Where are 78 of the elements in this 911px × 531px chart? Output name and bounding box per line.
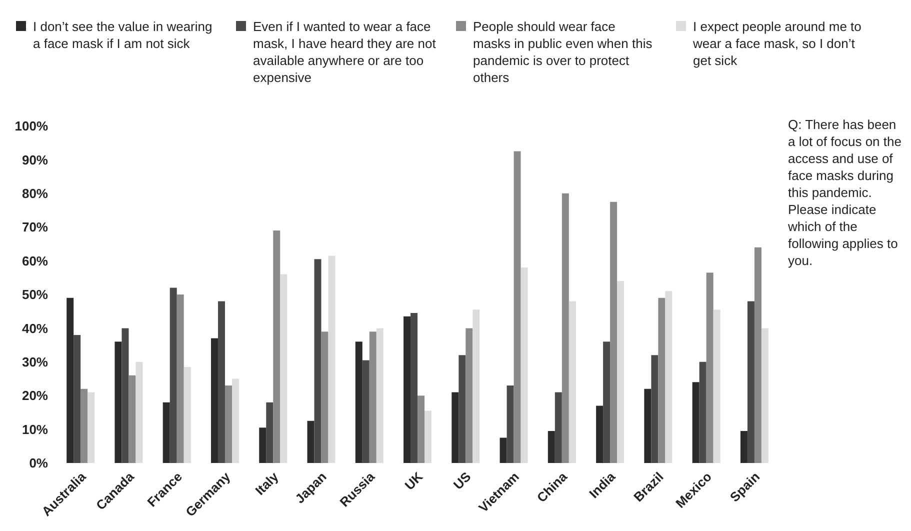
bar <box>500 438 507 463</box>
bar <box>369 332 376 463</box>
legend-label: I don’t see the value in wearing a face mask if I am not sick <box>33 18 214 52</box>
bar <box>328 256 336 463</box>
bar <box>170 288 177 463</box>
bar <box>562 193 569 463</box>
bar <box>658 298 666 463</box>
bar <box>458 355 466 463</box>
y-tick-label: 70% <box>22 220 48 235</box>
bar <box>596 406 604 463</box>
bar <box>699 362 706 463</box>
bar <box>314 259 322 463</box>
bar <box>740 430 748 463</box>
x-tick-label: US <box>450 468 474 492</box>
bar <box>548 430 555 463</box>
bar <box>692 382 700 463</box>
bar <box>554 392 562 463</box>
bar <box>603 342 610 463</box>
y-tick-label: 10% <box>22 422 48 437</box>
bar <box>514 151 521 463</box>
bar <box>74 334 81 463</box>
bar <box>713 310 720 463</box>
bar <box>122 328 129 463</box>
bar <box>66 298 74 463</box>
bar <box>355 342 362 463</box>
bar <box>418 396 425 463</box>
y-tick-label: 60% <box>22 253 48 268</box>
bar <box>218 301 225 463</box>
bar <box>452 392 459 463</box>
bar <box>266 402 274 463</box>
bar <box>610 202 618 463</box>
bar <box>466 328 473 463</box>
bar <box>747 301 754 463</box>
bar <box>404 316 411 463</box>
bar <box>280 274 288 463</box>
bar <box>162 402 170 463</box>
bar <box>706 272 714 463</box>
bar <box>321 332 328 463</box>
bar <box>128 375 136 463</box>
y-tick-label: 100% <box>14 118 48 134</box>
bar <box>210 338 218 463</box>
y-tick-label: 0% <box>29 456 48 471</box>
bar <box>376 328 384 463</box>
bar <box>424 410 432 463</box>
bar <box>224 385 232 463</box>
bar <box>307 420 314 463</box>
bar <box>259 428 266 463</box>
bar <box>80 388 88 463</box>
legend-label: Even if I wanted to wear a face mask, I have heard they are not available anywhere or are too expensive <box>253 18 436 86</box>
bar <box>761 328 768 463</box>
y-tick-label: 40% <box>22 320 48 336</box>
bar <box>273 230 280 463</box>
y-tick-label: 50% <box>22 287 48 302</box>
y-tick-label: 20% <box>22 388 48 404</box>
bar <box>651 355 658 463</box>
bar <box>520 268 528 463</box>
bar <box>362 360 370 463</box>
bar <box>176 294 184 463</box>
bar <box>232 378 239 463</box>
bar <box>644 388 652 463</box>
bar <box>665 291 672 463</box>
y-tick-label: 90% <box>22 152 48 168</box>
bar <box>88 392 95 463</box>
bar <box>568 301 576 463</box>
bar <box>136 362 143 463</box>
bar <box>506 385 514 463</box>
bar <box>410 313 418 463</box>
legend-label: I expect people around me to wear a face mask, so I don’t get sick <box>693 18 862 69</box>
bar <box>184 366 191 463</box>
legend-label: People should wear face masks in public even when this pandemic is over to protect others <box>473 18 654 86</box>
bar <box>472 310 480 463</box>
y-tick-label: 30% <box>22 354 48 370</box>
text: Q: There has been a lot of focus on the access and use of face masks during this pandemic. Please indicate which of the following applies to you. <box>788 117 902 268</box>
x-tick-label: UK <box>402 468 426 493</box>
bar <box>617 281 624 463</box>
bar <box>114 342 122 463</box>
y-tick-label: 80% <box>22 186 48 202</box>
bar <box>754 247 762 463</box>
